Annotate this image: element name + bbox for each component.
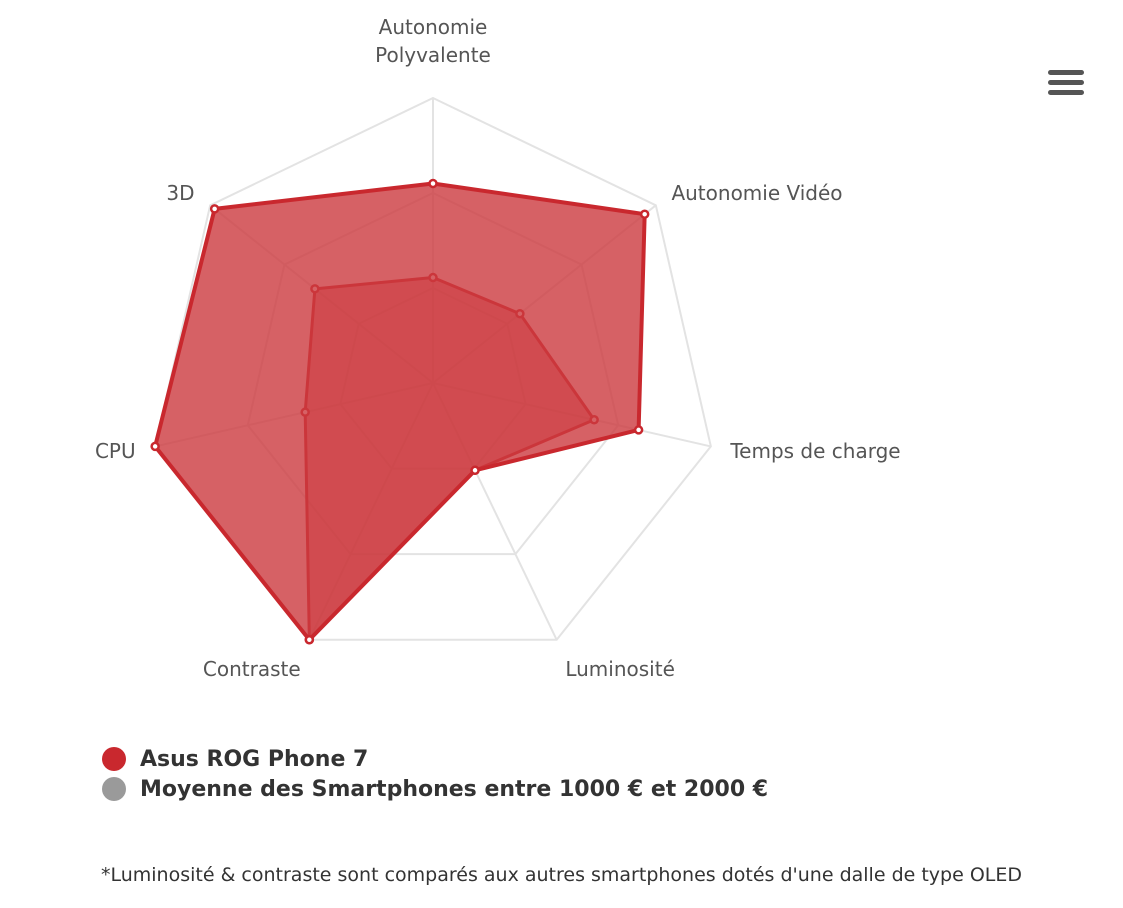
legend-marker-grey [102, 777, 126, 801]
axis-label: Temps de charge [729, 439, 900, 463]
chart-legend: Asus ROG Phone 7 Moyenne des Smartphones… [102, 744, 768, 804]
series-area [153, 181, 647, 642]
legend-item-asus-rog-phone-7[interactable]: Asus ROG Phone 7 [102, 744, 768, 774]
legend-item-moyenne[interactable]: Moyenne des Smartphones entre 1000 € et … [102, 774, 768, 804]
axis-label: Contraste [203, 657, 301, 681]
data-point[interactable] [639, 209, 650, 219]
radar-series [150, 178, 650, 645]
data-point[interactable] [304, 635, 315, 645]
axis-label: Autonomie Vidéo [671, 181, 842, 205]
data-point[interactable] [209, 204, 220, 214]
series-1 [150, 178, 650, 645]
axis-label: Luminosité [565, 657, 675, 681]
hamburger-menu-icon [1048, 70, 1084, 95]
axis-label: CPU [95, 439, 136, 463]
chart-menu-button[interactable] [1048, 70, 1084, 100]
legend-label: Asus ROG Phone 7 [140, 746, 369, 772]
axis-label: Polyvalente [375, 43, 491, 67]
grid-ring [154, 96, 712, 641]
chart-footnote: *Luminosité & contraste sont comparés au… [100, 864, 1023, 886]
data-point[interactable] [428, 178, 438, 189]
data-point[interactable] [150, 441, 160, 452]
axis-label: Autonomie [379, 15, 488, 39]
legend-label: Moyenne des Smartphones entre 1000 € et … [140, 776, 769, 802]
data-point[interactable] [633, 425, 644, 435]
legend-marker-red [102, 747, 126, 771]
data-point[interactable] [470, 465, 480, 476]
radar-axis-labels: Autonomie Polyvalente Autonomie Vidéo Temps… [95, 15, 901, 681]
axis-label: 3D [166, 181, 194, 205]
